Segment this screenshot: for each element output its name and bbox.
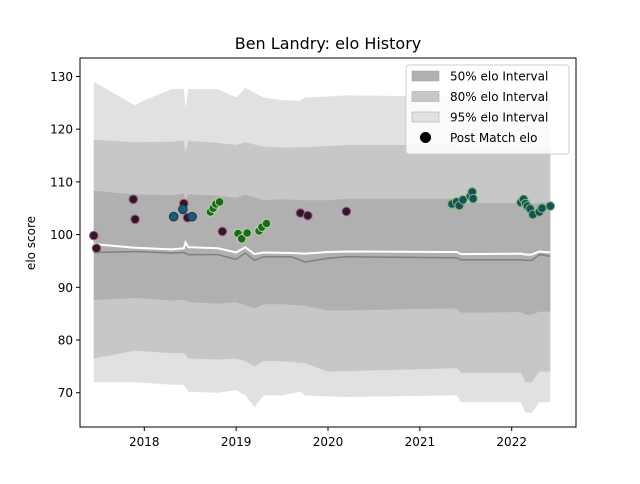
legend-label: 50% elo Interval xyxy=(450,70,548,84)
post-match-point xyxy=(468,193,478,204)
legend-label: Post Match elo xyxy=(450,131,537,145)
legend-swatch xyxy=(411,91,440,102)
legend-label: 80% elo Interval xyxy=(450,90,548,104)
post-match-point xyxy=(545,201,556,211)
legend-label: 95% elo Interval xyxy=(450,111,548,125)
median-lines xyxy=(93,240,551,263)
y-tick-label: 130 xyxy=(50,70,73,84)
legend-swatch xyxy=(411,70,440,82)
chart-title: Ben Landry: elo History xyxy=(235,34,422,53)
legend: 50% elo Interval 80% elo Interval 95% elo … xyxy=(405,64,570,155)
post-match-point xyxy=(458,195,468,205)
x-axis-ticks: 2018 2019 2020 2021 2022 xyxy=(129,427,527,449)
post-match-point xyxy=(130,214,140,225)
legend-marker xyxy=(420,132,431,143)
x-tick-label: 2019 xyxy=(221,435,252,449)
post-match-point xyxy=(128,194,139,205)
y-tick-label: 70 xyxy=(58,386,73,400)
y-tick-label: 100 xyxy=(50,228,73,242)
post-match-point xyxy=(89,230,99,241)
y-tick-label: 80 xyxy=(58,334,73,348)
post-match-point xyxy=(236,234,247,244)
y-tick-label: 120 xyxy=(50,123,73,137)
y-tick-label: 110 xyxy=(50,175,73,189)
post-match-points xyxy=(89,187,556,254)
x-tick-label: 2020 xyxy=(313,435,344,449)
y-axis-ticks: 70 80 90 100 110 120 130 xyxy=(50,70,80,400)
post-match-point xyxy=(261,218,272,229)
median-line-1 xyxy=(93,250,551,263)
x-tick-label: 2022 xyxy=(496,435,527,449)
median-line-0 xyxy=(93,240,551,256)
post-match-point xyxy=(303,210,313,221)
post-match-point xyxy=(242,228,252,238)
interval-bands xyxy=(93,81,551,413)
x-tick-label: 2021 xyxy=(405,435,436,449)
legend-swatch xyxy=(411,111,440,123)
y-axis-label: elo score xyxy=(24,216,38,270)
post-match-point xyxy=(214,197,225,207)
x-tick-label: 2018 xyxy=(129,435,160,449)
y-tick-label: 90 xyxy=(58,281,73,295)
post-match-point xyxy=(341,206,352,217)
post-match-point xyxy=(91,243,102,254)
post-match-point xyxy=(537,203,547,213)
post-match-point xyxy=(187,211,197,222)
post-match-point xyxy=(168,211,179,222)
post-match-point xyxy=(217,226,228,237)
post-match-point xyxy=(178,204,188,215)
legend-box xyxy=(405,64,570,155)
